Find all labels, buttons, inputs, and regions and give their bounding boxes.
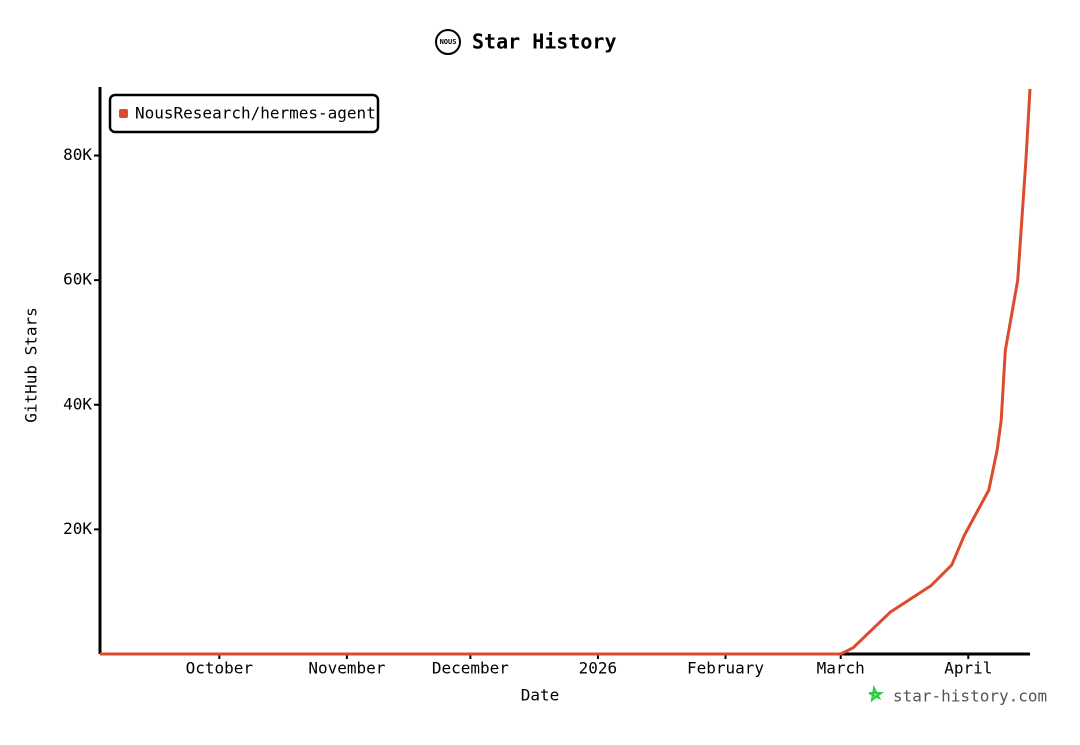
watermark-icon (868, 684, 884, 703)
series-line (100, 88, 1032, 656)
x-tick-label: March (817, 659, 865, 678)
legend-swatch (119, 109, 128, 118)
logo (435, 29, 461, 55)
x-axis-label: Date (521, 686, 560, 705)
x-tick-label: April (944, 659, 992, 678)
x-tick-label: December (432, 659, 509, 678)
y-tick-label: 40K (63, 394, 92, 413)
x-tick-label: February (687, 659, 764, 678)
chart-title: Star History (472, 30, 617, 54)
x-tick-label: November (308, 659, 385, 678)
watermark: star-history.com (893, 687, 1047, 706)
legend-label: NousResearch/hermes-agent (135, 104, 376, 123)
y-tick-label: 20K (63, 519, 92, 538)
y-axis-label: GitHub Stars (22, 307, 41, 423)
x-tick-label: October (186, 659, 254, 678)
logo-text: NOUS (440, 38, 457, 46)
y-tick-label: 80K (63, 145, 92, 164)
legend-box (108, 93, 380, 134)
y-tick-label: 60K (63, 270, 92, 289)
x-tick-label: 2026 (579, 659, 618, 678)
